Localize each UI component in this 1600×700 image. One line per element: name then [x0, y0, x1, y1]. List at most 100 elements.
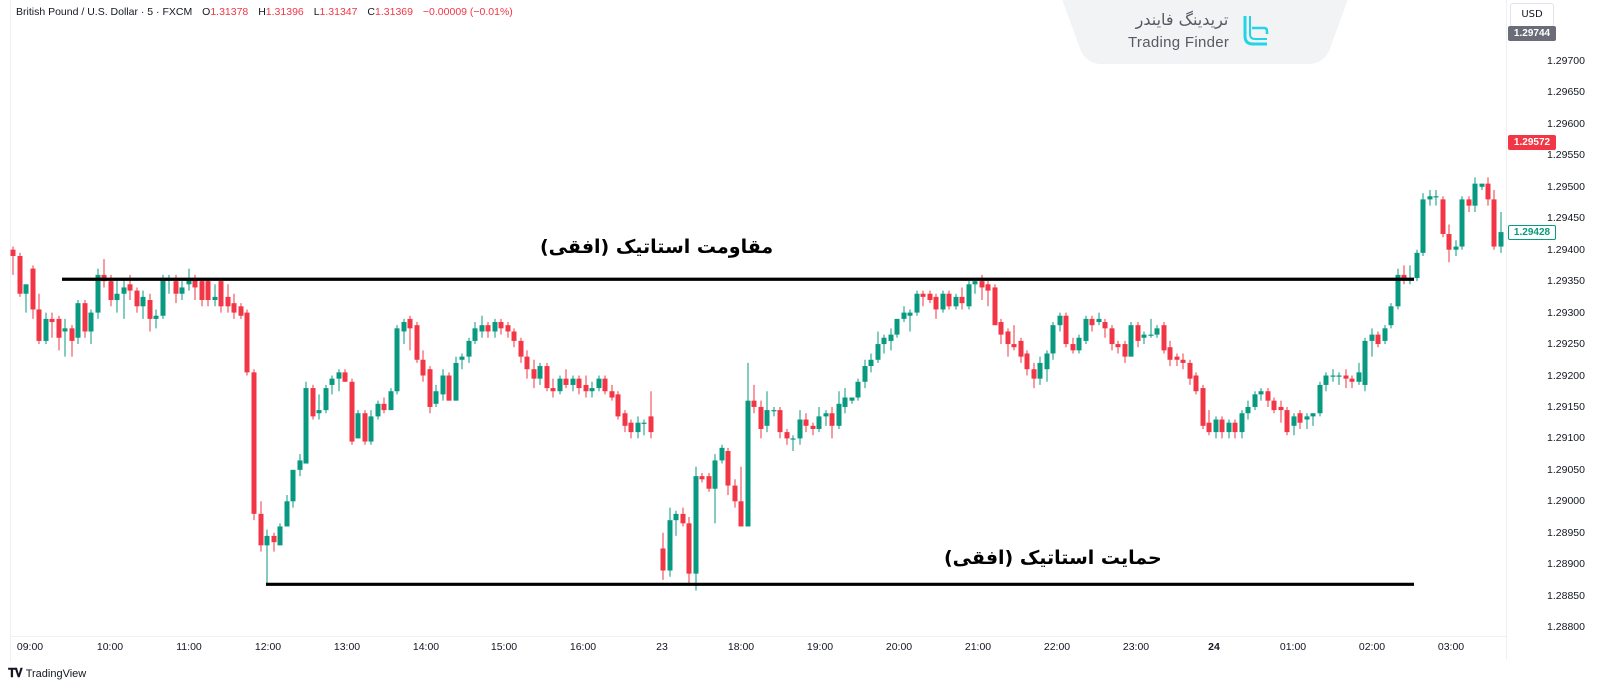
time-label: 09:00 — [16, 641, 44, 653]
candle-body — [998, 322, 1004, 335]
candle-body — [485, 325, 491, 332]
candle-body — [1369, 334, 1375, 341]
candle-body — [251, 372, 257, 514]
trading-finder-logo-icon — [1243, 16, 1269, 46]
tradingview-logo-icon: 𝐓𝐕 — [8, 666, 23, 680]
time-label: 21:00 — [964, 641, 992, 653]
candle-body — [1135, 325, 1141, 341]
candle-body — [966, 284, 972, 307]
candle-body — [479, 325, 485, 332]
ohlc-close-label: C — [367, 6, 376, 18]
time-axis[interactable]: 09:00 10:00 11:00 12:00 13:00 14:00 15:00 16:00… — [10, 636, 1506, 661]
candle-body — [1479, 183, 1485, 187]
symbol-legend[interactable]: British Pound / U.S. Dollar · 5 · FXCM O… — [16, 6, 513, 18]
candle-body — [134, 290, 140, 307]
candle-body — [258, 513, 264, 546]
candle-body — [764, 410, 770, 426]
candle-body — [368, 416, 374, 442]
candle-body — [609, 391, 615, 398]
tradingview-branding[interactable]: 𝐓𝐕 TradingView — [8, 666, 86, 681]
candle-body — [277, 526, 283, 546]
candle-body — [433, 391, 439, 404]
candle-body — [803, 419, 809, 426]
time-label: 16:00 — [569, 641, 597, 653]
candle-body — [797, 419, 803, 439]
candle-body — [1122, 344, 1128, 357]
candle-body — [23, 284, 29, 294]
candle-body — [992, 287, 998, 326]
candle-body — [985, 284, 991, 291]
candle-body — [355, 413, 361, 439]
price-tick: 1.28850 — [1547, 589, 1585, 602]
ohlc-open-label: O — [202, 6, 211, 18]
candle-body — [336, 372, 342, 379]
candle-body — [82, 303, 88, 332]
candle-body — [1109, 328, 1115, 345]
candle-body — [1271, 400, 1277, 411]
candle-body — [862, 366, 868, 382]
candle-body — [836, 403, 842, 426]
candle-body — [810, 425, 816, 429]
candle-body — [140, 296, 146, 307]
candle-body — [401, 322, 407, 332]
candle-body — [881, 337, 887, 345]
candle-body — [706, 476, 712, 489]
candle-body — [212, 296, 218, 301]
candle-body — [673, 513, 679, 521]
price-tick: 1.29000 — [1547, 495, 1585, 508]
candle-body — [751, 400, 757, 407]
candle-body — [1128, 325, 1134, 357]
candlestick-plot[interactable] — [0, 0, 1506, 640]
candle-body — [1440, 199, 1446, 234]
chart-pane[interactable] — [10, 0, 1590, 660]
candle-body — [628, 422, 634, 433]
candle-body — [940, 293, 946, 310]
candle-body — [563, 378, 569, 385]
tradingview-text: TradingView — [25, 667, 87, 680]
price-tick: 1.28800 — [1547, 621, 1585, 634]
price-tick: 1.29350 — [1547, 275, 1585, 288]
price-tick: 1.29400 — [1547, 243, 1585, 256]
time-label: 15:00 — [490, 641, 518, 653]
candle-body — [1148, 334, 1154, 336]
candle-body — [953, 296, 959, 307]
candle-body — [121, 287, 127, 294]
candle-body — [570, 378, 576, 385]
candle-body — [1005, 331, 1011, 345]
time-label: 20:00 — [885, 641, 913, 653]
candle-body — [738, 501, 744, 527]
candle-body — [1154, 328, 1160, 335]
candle-body — [316, 410, 322, 414]
candle-body — [75, 303, 81, 338]
candle-body — [557, 378, 563, 392]
candle-body — [1401, 274, 1407, 279]
time-label: 11:00 — [176, 641, 202, 653]
candle-body — [498, 322, 504, 329]
candle-body — [1011, 344, 1017, 348]
candle-body — [758, 406, 764, 429]
candle-body — [1336, 375, 1342, 377]
candle-body — [1291, 416, 1297, 426]
candle-body — [492, 322, 498, 332]
candle-body — [719, 447, 725, 461]
candle-body — [667, 520, 673, 571]
currency-button[interactable]: USD — [1510, 3, 1554, 27]
support-label: حمایت استاتیک (افقی) — [944, 547, 1162, 569]
candle-body — [875, 344, 881, 360]
candle-body — [1395, 274, 1401, 307]
candle-body — [1310, 413, 1316, 417]
candle-body — [1356, 372, 1362, 382]
candle-body — [446, 375, 452, 401]
candle-body — [531, 369, 537, 379]
watermark-english-text: Trading Finder — [1128, 34, 1230, 51]
time-label: 02:00 — [1358, 641, 1386, 653]
candle-body — [1096, 318, 1102, 323]
candle-body — [1433, 196, 1439, 198]
candle-body — [1491, 199, 1497, 247]
candle-body — [888, 334, 894, 341]
candle-body — [894, 318, 900, 335]
price-axis[interactable]: 1.29700 1.29650 1.29600 1.29550 1.29500 1.294… — [1506, 0, 1595, 660]
candle-body — [1317, 384, 1323, 414]
watermark-persian-text: تریدینگ فایندر — [1135, 10, 1229, 29]
price-badge-last: 1.29428 — [1508, 225, 1556, 241]
